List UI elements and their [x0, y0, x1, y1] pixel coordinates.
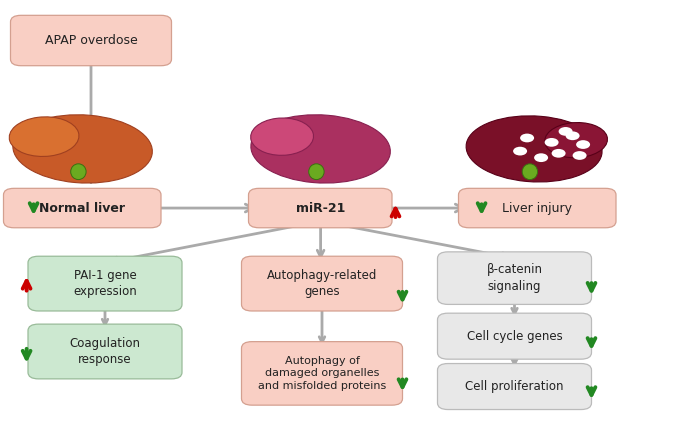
Text: Normal liver: Normal liver — [39, 201, 125, 215]
Text: Autophagy-related
genes: Autophagy-related genes — [267, 269, 377, 298]
FancyBboxPatch shape — [248, 188, 392, 228]
Circle shape — [576, 140, 590, 149]
Circle shape — [545, 138, 559, 147]
Ellipse shape — [251, 118, 314, 155]
FancyBboxPatch shape — [438, 252, 592, 304]
FancyBboxPatch shape — [438, 313, 592, 359]
Circle shape — [552, 149, 566, 158]
Circle shape — [520, 134, 534, 142]
Ellipse shape — [309, 164, 324, 180]
Circle shape — [559, 127, 573, 136]
Ellipse shape — [528, 118, 566, 134]
FancyBboxPatch shape — [458, 188, 616, 228]
Ellipse shape — [251, 115, 391, 183]
FancyBboxPatch shape — [438, 364, 592, 410]
Text: Liver injury: Liver injury — [503, 201, 573, 215]
Text: PAI-1 gene
expression: PAI-1 gene expression — [73, 269, 137, 298]
Text: Cell proliferation: Cell proliferation — [466, 380, 564, 393]
Ellipse shape — [290, 117, 328, 134]
FancyBboxPatch shape — [241, 342, 402, 405]
Text: Coagulation
response: Coagulation response — [69, 337, 141, 366]
Ellipse shape — [9, 117, 79, 156]
Text: β-catenin
signaling: β-catenin signaling — [486, 263, 542, 293]
Circle shape — [566, 131, 580, 140]
Circle shape — [534, 153, 548, 162]
Text: Autophagy of
damaged organelles
and misfolded proteins: Autophagy of damaged organelles and misf… — [258, 356, 386, 391]
Ellipse shape — [466, 116, 602, 182]
Text: Cell cycle genes: Cell cycle genes — [467, 330, 562, 343]
Circle shape — [513, 147, 527, 155]
Ellipse shape — [50, 117, 92, 134]
FancyBboxPatch shape — [241, 256, 402, 311]
FancyBboxPatch shape — [28, 256, 182, 311]
FancyBboxPatch shape — [10, 15, 172, 66]
Circle shape — [573, 151, 587, 160]
FancyBboxPatch shape — [4, 188, 161, 228]
FancyBboxPatch shape — [28, 324, 182, 379]
Text: miR-21: miR-21 — [295, 201, 345, 215]
Ellipse shape — [13, 115, 153, 183]
Ellipse shape — [71, 164, 86, 180]
Ellipse shape — [522, 164, 538, 180]
Text: APAP overdose: APAP overdose — [45, 34, 137, 47]
Ellipse shape — [545, 123, 608, 158]
